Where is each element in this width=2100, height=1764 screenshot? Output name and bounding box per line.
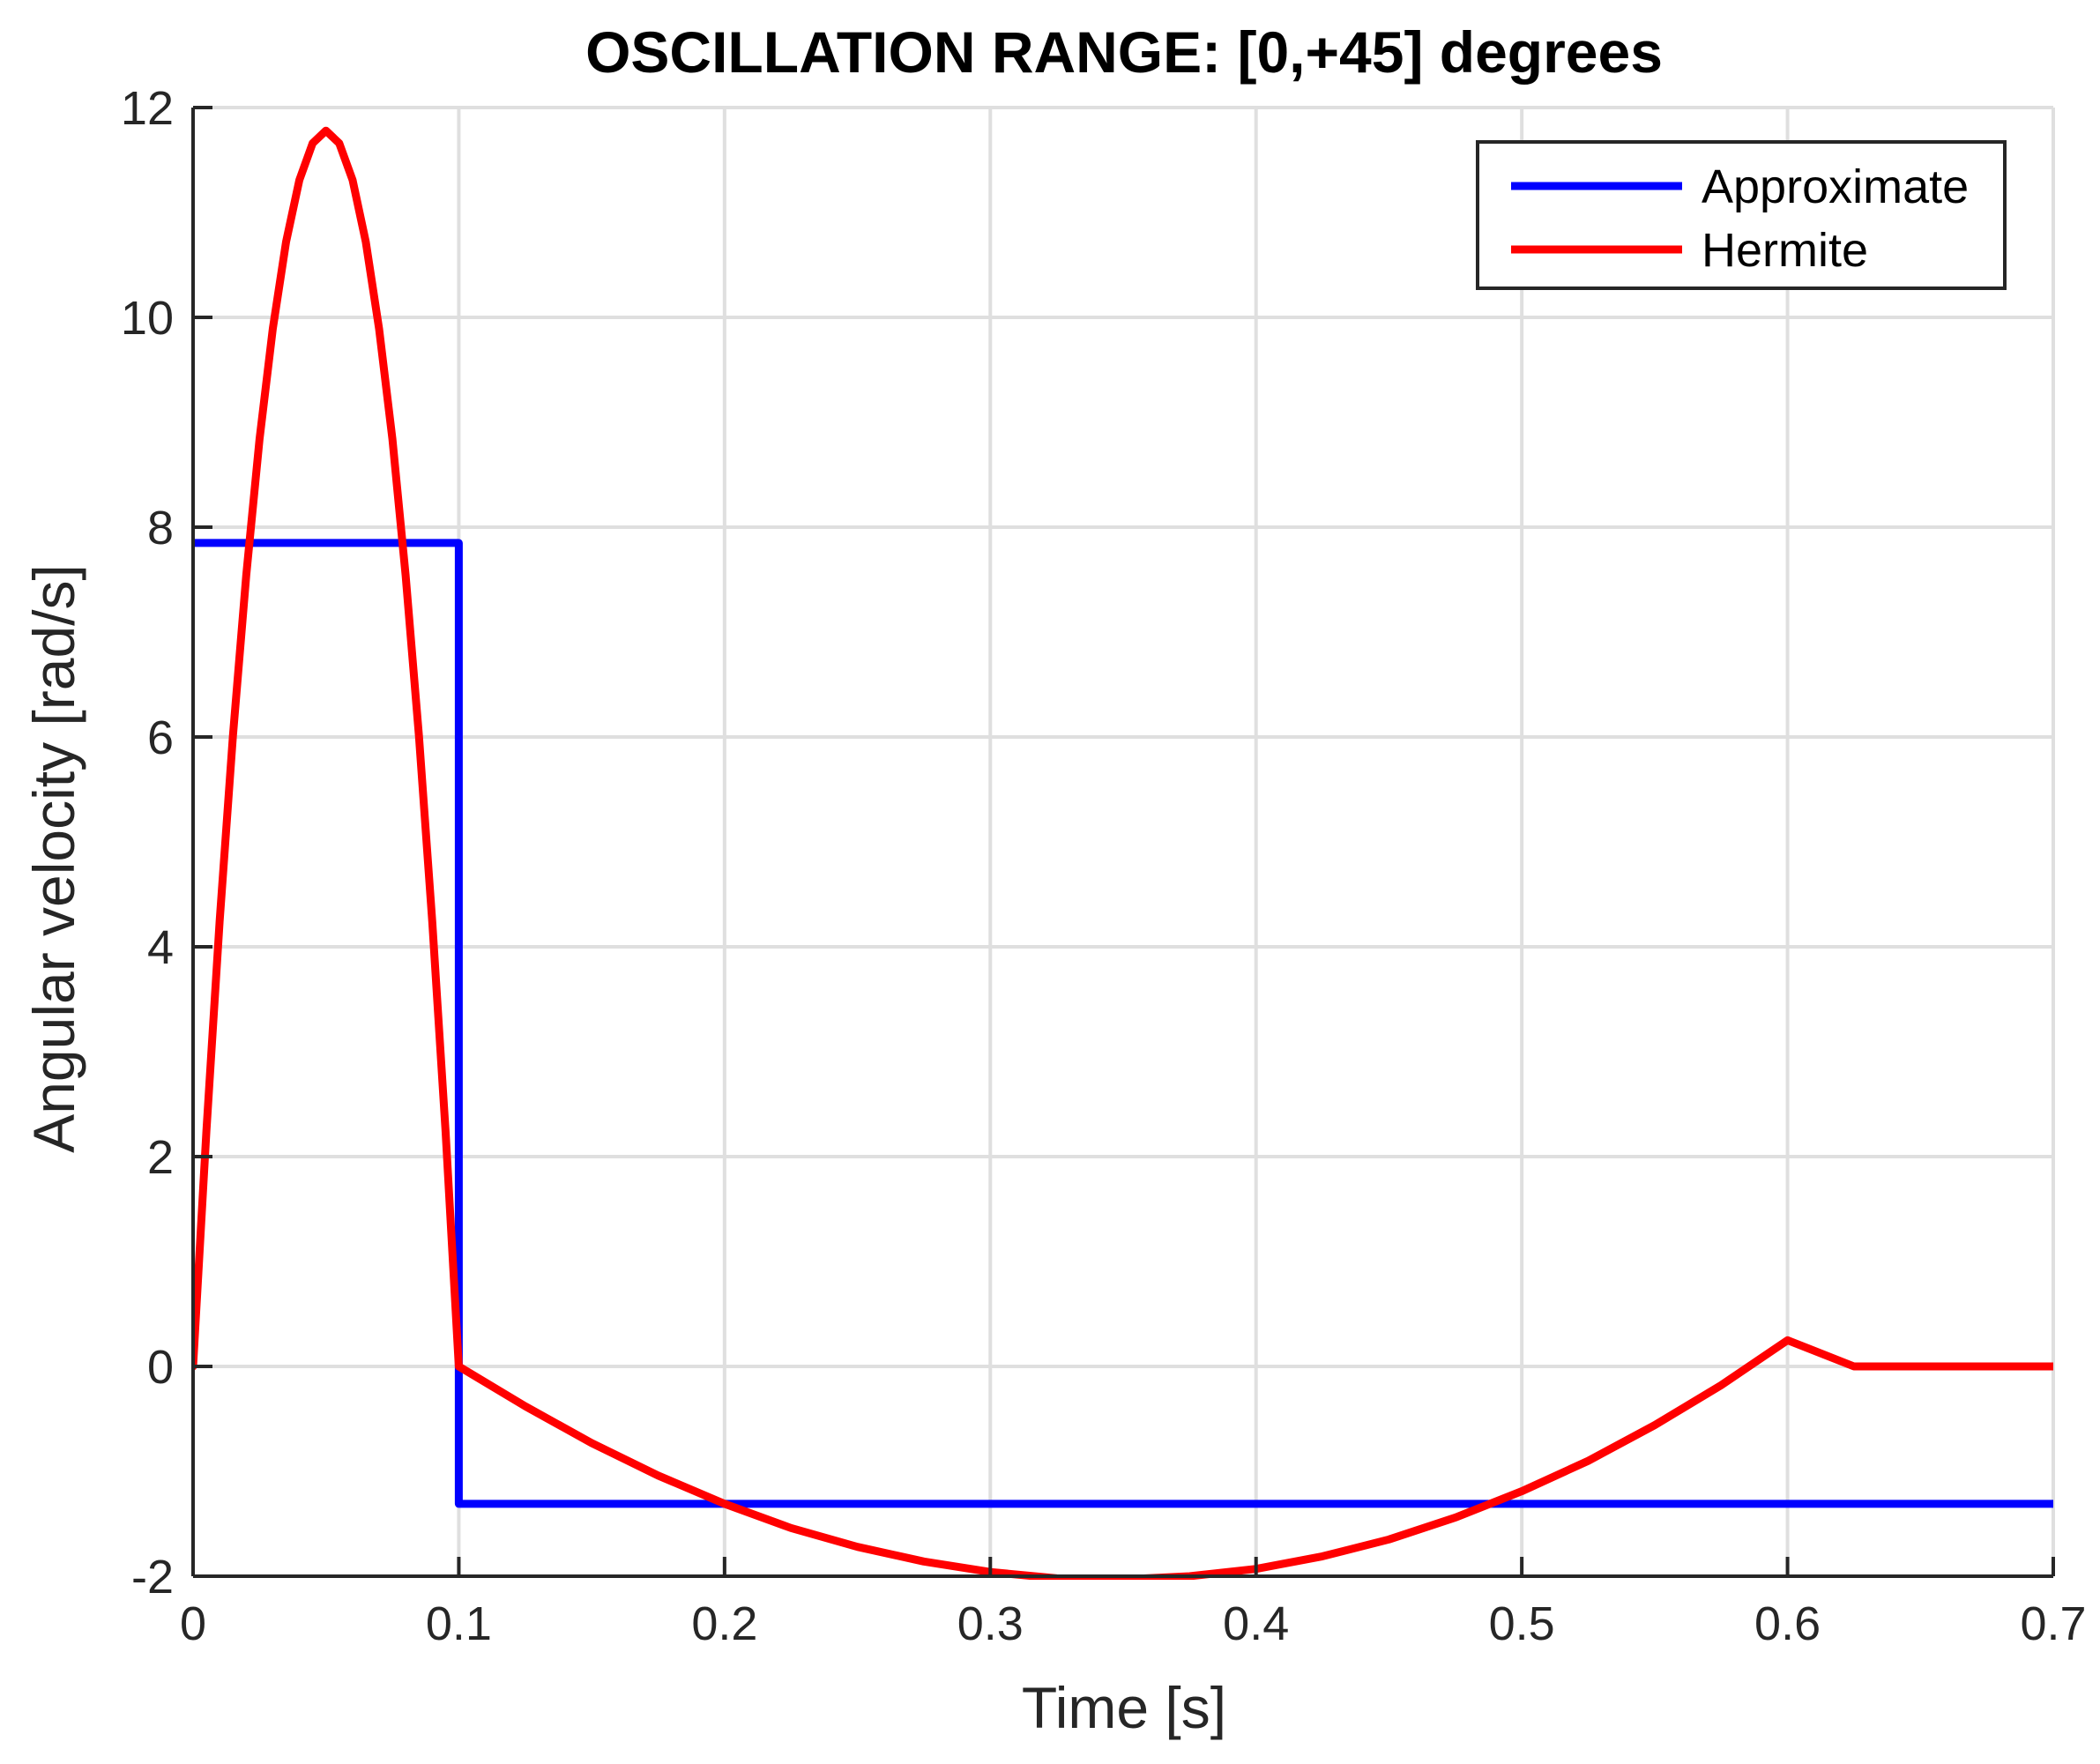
series-line-hermite	[193, 126, 2053, 1580]
y-tick-label: 2	[147, 1131, 174, 1184]
legend-label-approximate: Approximate	[1702, 160, 1969, 213]
x-tick-label: 0.7	[2020, 1597, 2086, 1650]
x-axis-label: Time [s]	[1022, 1675, 1226, 1740]
x-tick-label: 0.6	[1754, 1597, 1821, 1650]
y-tick-label: 12	[121, 82, 174, 135]
y-tick-label: -2	[131, 1551, 174, 1604]
y-tick-label: 8	[147, 502, 174, 555]
legend: Approximate Hermite	[1476, 140, 2007, 290]
legend-box	[1476, 140, 2007, 290]
x-tick-label: 0.2	[691, 1597, 757, 1650]
chart-title: OSCILLATION RANGE: [0,+45] degrees	[585, 19, 1663, 85]
y-tick-label: 4	[147, 921, 174, 974]
x-tick-label: 0.5	[1489, 1597, 1555, 1650]
legend-label-hermite: Hermite	[1702, 224, 1868, 277]
x-tick-label: 0.1	[426, 1597, 492, 1650]
x-tick-label: 0.4	[1223, 1597, 1289, 1650]
x-tick-label: 0.3	[957, 1597, 1024, 1650]
y-tick-label: 6	[147, 711, 174, 764]
x-tick-label: 0	[180, 1597, 206, 1650]
y-axis-label: Angular velocity [rad/s]	[21, 564, 86, 1153]
y-tick-label: 10	[121, 292, 174, 345]
y-tick-label: 0	[147, 1341, 174, 1394]
series-line-approximate	[193, 539, 2053, 1508]
plot-lines	[193, 126, 2053, 1580]
